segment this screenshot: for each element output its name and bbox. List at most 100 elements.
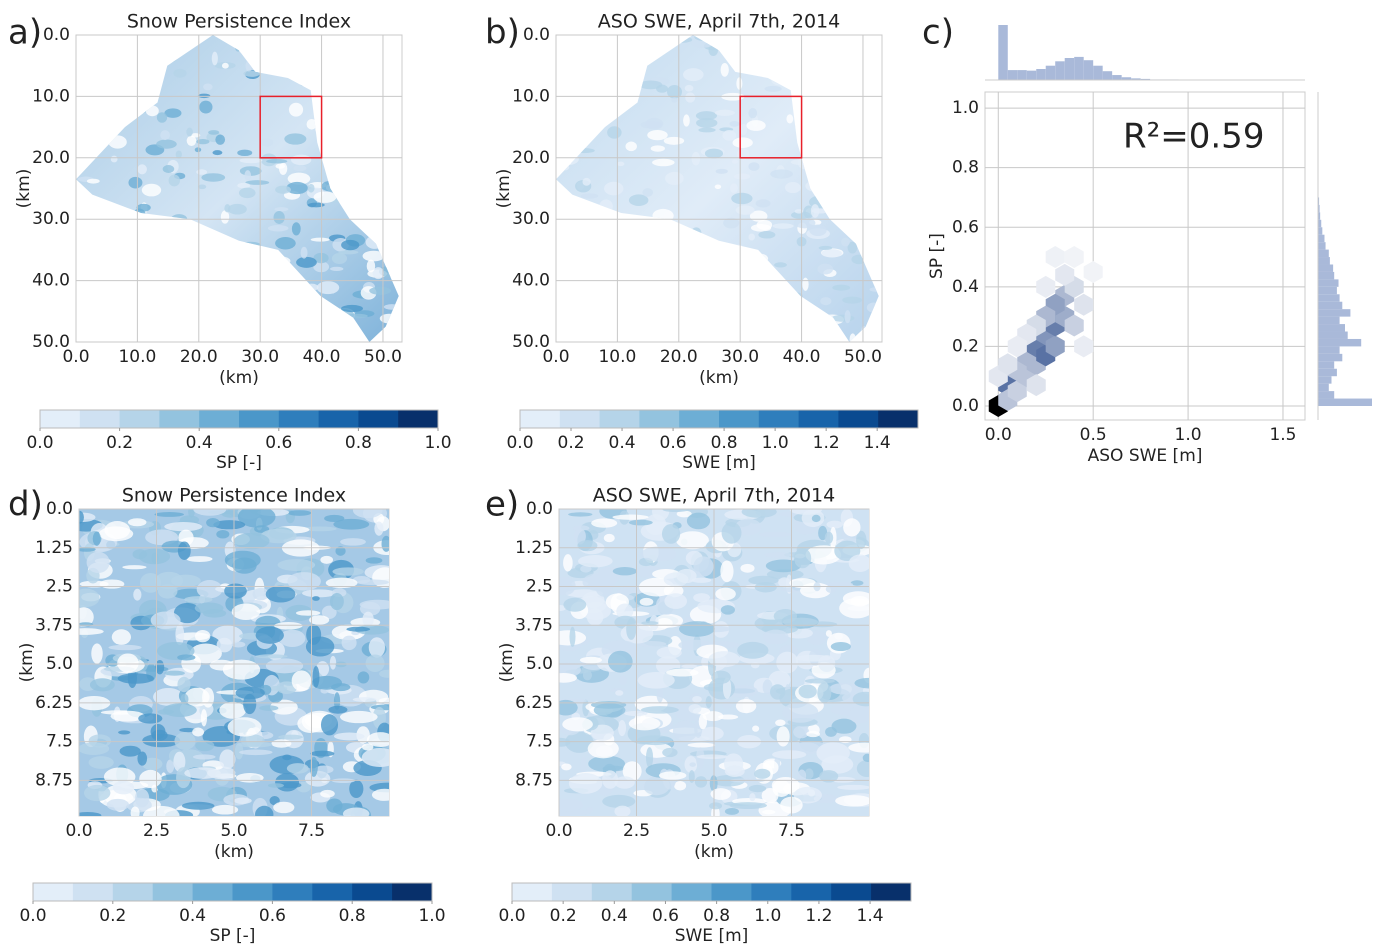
map-texture-spot [637,671,675,689]
y-histogram-bar [1318,346,1340,354]
x-tick-label: 30.0 [241,347,279,367]
map-texture-spot [559,737,571,747]
map-texture-spot [194,602,224,614]
y-histogram-bar [1318,286,1337,295]
map-texture-spot [173,751,186,772]
map-texture-spot [770,169,793,179]
map-texture-spot [267,225,289,232]
map-texture-spot [162,165,175,173]
map-texture-spot [590,724,614,741]
x-tick-label: 7.5 [298,821,325,841]
y-tick-label: 8.75 [515,770,553,790]
colorbar-swatch [40,410,81,428]
map-texture-spot [582,699,590,717]
map-texture-spot [691,577,712,583]
colorbar-swatch [352,883,393,901]
map-texture-spot [731,159,739,164]
map-texture-spot [305,636,335,657]
map-texture-spot [607,126,622,139]
map-texture-spot [119,745,141,757]
map-texture-spot [224,204,231,213]
colorbar-tick-label: 0.0 [26,433,53,453]
map-texture-spot [854,677,869,689]
map-texture-spot [265,585,296,603]
x-histogram-bar [1007,70,1018,80]
map-texture-spot [831,718,857,734]
map-texture-spot [758,531,793,538]
y-tick-label: 5.0 [46,654,73,674]
y-tick-label: 40.0 [32,271,70,291]
map-texture-spot [617,720,627,737]
y-tick-label: 2.5 [526,577,553,597]
map-texture-spot [254,525,270,533]
map-texture-spot [651,509,670,521]
annotation: R²=0.59 [1123,117,1264,157]
map-texture-spot [580,565,592,573]
map-texture-spot [316,661,330,677]
map-texture-spot [559,699,578,716]
map-texture-spot [698,127,716,133]
colorbar-tick-label: 0.2 [550,906,577,926]
map-texture-spot [188,509,195,518]
map-texture-spot [698,713,708,730]
colorbar-tick-label: 1.0 [754,906,781,926]
map-texture-spot [368,637,386,658]
map-texture-spot [714,184,722,190]
map-texture-spot [671,97,678,103]
map-texture-spot [580,193,599,199]
colorbar-swatch [199,410,240,428]
map-texture-spot [735,518,762,536]
map-texture-spot [723,217,740,229]
map-texture-spot [127,518,147,527]
colorbar-tick-label: 0.4 [186,433,213,453]
map-texture-spot [237,509,276,528]
map-texture-spot [772,223,794,229]
colorbar-swatch [358,410,399,428]
map-texture-spot [639,80,663,90]
map-texture-spot [661,523,681,544]
map-texture-spot [266,159,288,164]
map-texture-spot [563,597,587,612]
map-texture-spot [333,732,365,741]
map-texture-spot [291,222,301,236]
colorbar-tick-label: 0.2 [106,433,133,453]
map-texture-spot [174,732,196,750]
map-texture-spot [168,174,180,187]
map-texture-spot [686,512,711,530]
map-texture-spot [138,548,171,565]
map-texture-spot [640,706,679,714]
y-axis-label: SP [-] [927,233,947,279]
map-texture-spot [255,626,284,644]
y-histogram-bar [1318,242,1326,250]
map-texture-spot [236,773,264,783]
map-texture-spot [233,797,252,804]
map-texture-spot [186,127,193,137]
colorbar-swatch [278,410,320,428]
map-texture-spot [736,77,743,90]
map-texture-spot [561,763,572,771]
x-histogram-bar [1045,65,1056,80]
y-tick-label: 20.0 [512,148,550,168]
hexbin-cell [1064,246,1084,269]
map-texture-spot [562,717,593,732]
map-texture-spot [235,686,265,700]
map-texture-spot [793,217,816,229]
highlight-box [739,95,803,159]
map-texture-spot [625,141,637,152]
map-texture-spot [330,266,344,272]
map-texture-spot [164,522,203,532]
map-texture-spot [749,793,756,802]
colorbar-swatch [791,883,832,901]
colorbar-swatch [159,410,200,428]
x-tick-label: 2.5 [623,821,650,841]
map-texture-spot [219,749,236,770]
map-texture-spot [655,613,684,628]
y-histogram-bar [1318,398,1372,406]
map-texture-spot [816,742,850,764]
map-texture-spot [666,668,699,677]
map-texture-spot [302,589,337,598]
map-texture-spot [795,654,831,662]
y-tick-label: 0.8 [952,158,979,178]
map-texture-spot [708,651,740,668]
x-histogram-bar [1064,58,1075,80]
